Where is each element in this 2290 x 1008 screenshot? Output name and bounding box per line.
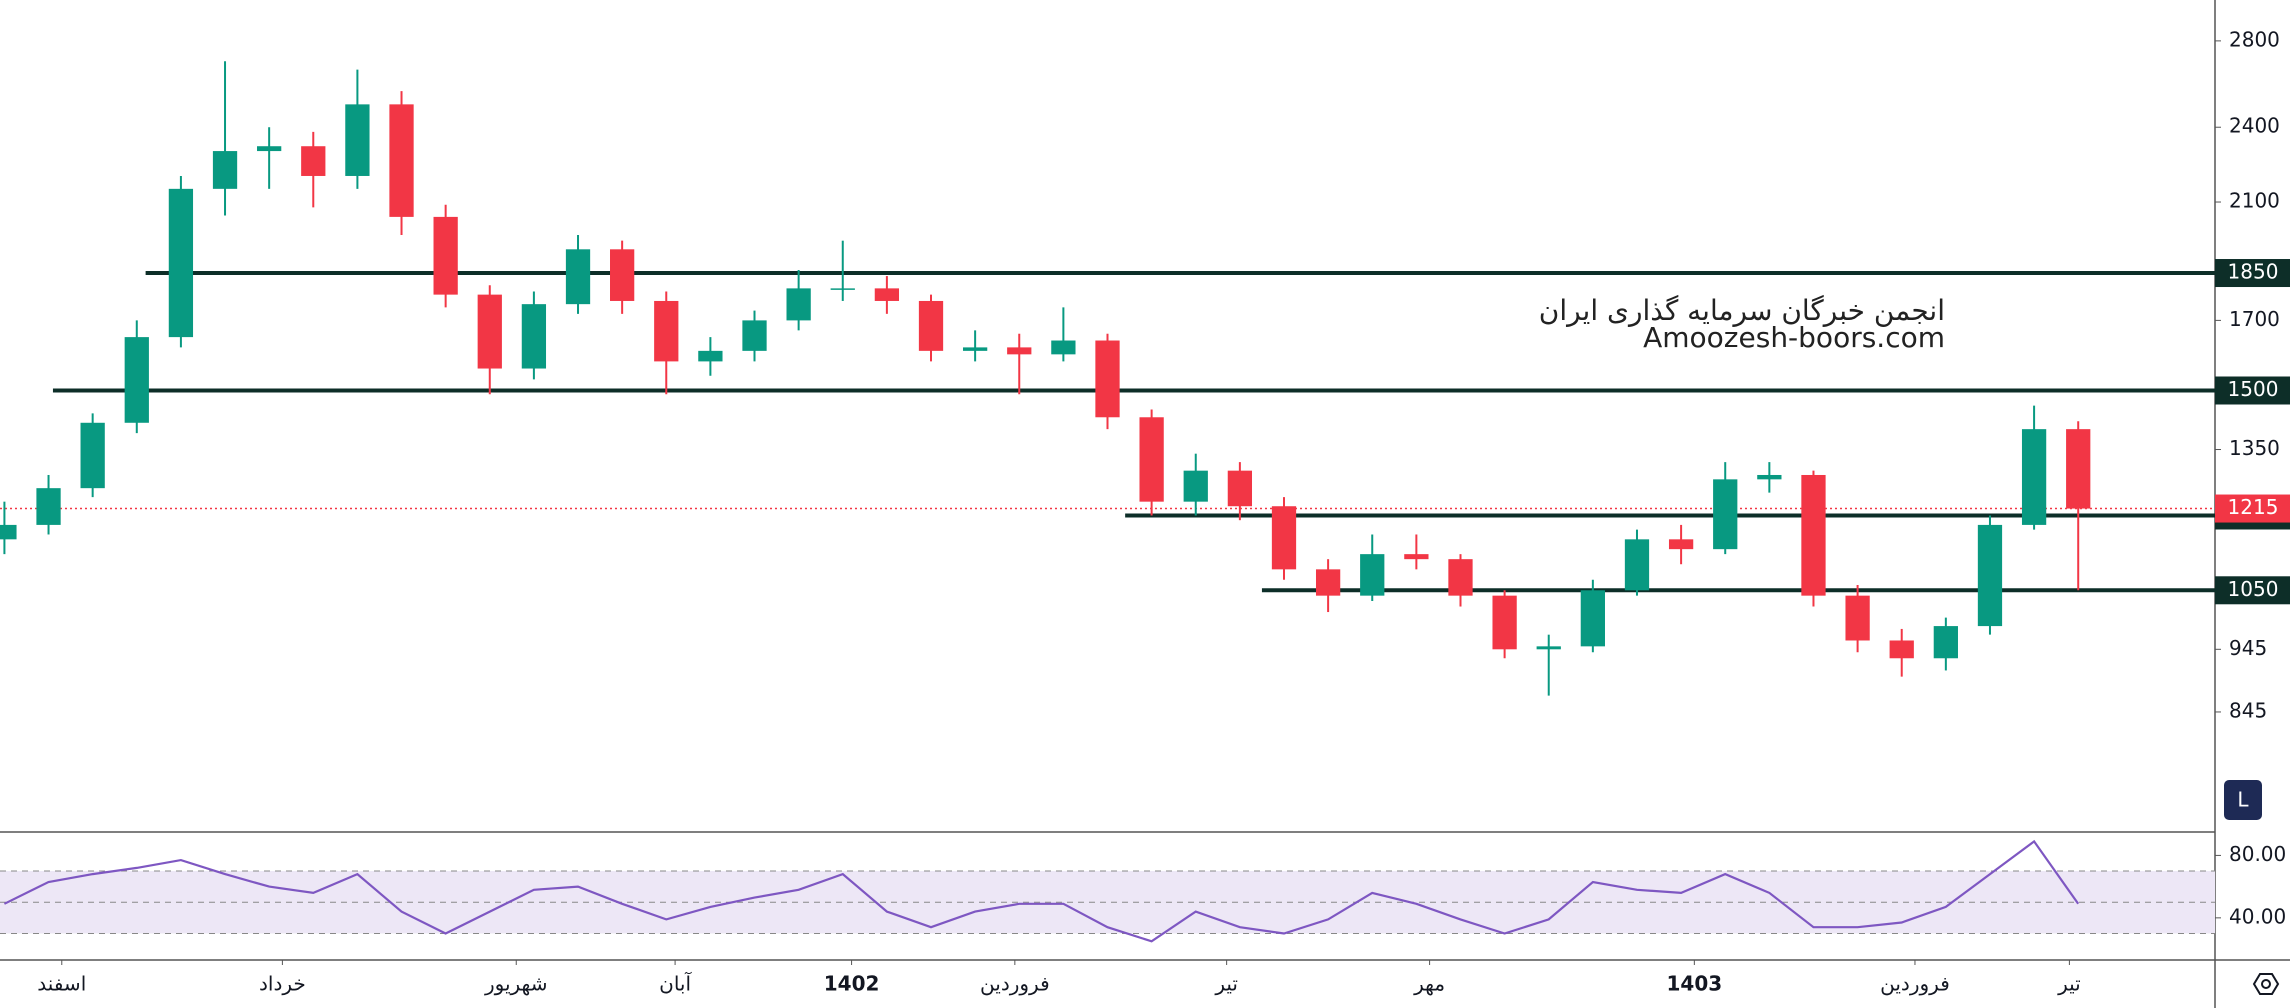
settings-dot (2261, 979, 2271, 989)
candle-body (1977, 524, 2003, 627)
candle-body (1536, 646, 1561, 650)
level-label: 1850 (2228, 260, 2279, 284)
last-price-label: 1215 (2228, 495, 2279, 519)
x-tick-label: شهریور (484, 972, 548, 996)
candle-body (433, 216, 458, 295)
x-tick-label: خرداد (259, 972, 306, 996)
candle-body (1713, 479, 1738, 550)
candle-body (1845, 595, 1870, 641)
rsi-y-tick-label: 80.00 (2229, 842, 2286, 866)
candle-body (1757, 474, 1782, 480)
y-tick-label: 2100 (2229, 189, 2280, 213)
rsi-y-tick-label: 40.00 (2229, 904, 2286, 928)
x-tick-label: تیر (2057, 972, 2081, 996)
candle-body (742, 320, 767, 351)
candle-body (830, 288, 855, 290)
x-tick-label: فروردین (980, 972, 1050, 996)
candle-body (168, 188, 194, 338)
x-tick-label: آبان (659, 971, 692, 996)
y-tick-label: 1350 (2229, 436, 2280, 460)
last-price-box (2215, 494, 2290, 523)
candle-body (212, 151, 238, 189)
rsi-band (0, 871, 2215, 934)
candle-body (962, 347, 988, 351)
candle-body (1492, 595, 1517, 650)
candle-body (1095, 340, 1120, 418)
candle-body (389, 104, 414, 217)
x-tick-label: تیر (1214, 972, 1238, 996)
x-tick-label: 1402 (824, 972, 880, 996)
x-tick-label: مهر (1413, 972, 1445, 996)
candle-body (257, 146, 282, 152)
candle-body (1668, 539, 1694, 550)
candle-body (80, 422, 105, 489)
candle-body (1271, 506, 1297, 570)
level-label: 1050 (2228, 577, 2279, 601)
y-tick-label: 845 (2229, 698, 2267, 722)
candle-body (1580, 590, 1605, 647)
candle-body (0, 524, 17, 540)
candle-body (698, 350, 723, 362)
candle-body (2021, 429, 2047, 525)
candle-body (1007, 347, 1032, 355)
candle-body (1360, 554, 1385, 596)
candle-body (36, 488, 61, 525)
candle-body (1139, 417, 1164, 502)
scale-button-label: L (2237, 788, 2249, 812)
candle-body (1624, 539, 1650, 591)
candle-body (1183, 470, 1208, 502)
scale-button[interactable]: L (2224, 780, 2262, 820)
watermark: انجمن خبرگان سرمایه گذاری ایران (1539, 294, 1945, 327)
scale-button-box (2224, 780, 2262, 820)
candle-body (565, 249, 591, 305)
level-label-box (2215, 259, 2290, 288)
candle-body (874, 288, 900, 301)
candle-body (654, 300, 679, 362)
candle-body (1448, 559, 1473, 596)
candle-body (301, 146, 326, 176)
y-tick-label: 2400 (2229, 114, 2280, 138)
rsi-line (3, 839, 2080, 943)
watermark: Amoozesh-boors.com (1643, 321, 1945, 354)
candle-body (1051, 340, 1076, 355)
candle-body (521, 304, 547, 369)
candle-body (610, 249, 635, 301)
x-tick-label: فروردین (1880, 972, 1950, 996)
candle-body (1801, 474, 1826, 596)
candle-body (477, 294, 502, 369)
candle-body (1404, 554, 1429, 560)
candle-body (1889, 640, 1914, 659)
level-label-box (2215, 376, 2290, 405)
candle-body (1315, 569, 1341, 596)
settings-icon[interactable] (2252, 973, 2280, 995)
level-label: 1500 (2228, 377, 2279, 401)
candle-body (1933, 626, 1958, 659)
y-tick-label: 1700 (2229, 307, 2280, 331)
candle-body (2066, 429, 2091, 509)
y-tick-label: 945 (2229, 636, 2267, 660)
level-label-box (2215, 576, 2290, 605)
x-tick-label: 1403 (1667, 972, 1723, 996)
candle-body (918, 300, 944, 351)
candle-body (345, 104, 370, 176)
y-tick-label: 2800 (2229, 27, 2280, 51)
settings-hexagon (2252, 973, 2280, 995)
x-tick-label: اسفند (37, 972, 86, 996)
candle-body (786, 288, 811, 321)
candle-body (1227, 470, 1253, 507)
candle-body (124, 337, 149, 423)
